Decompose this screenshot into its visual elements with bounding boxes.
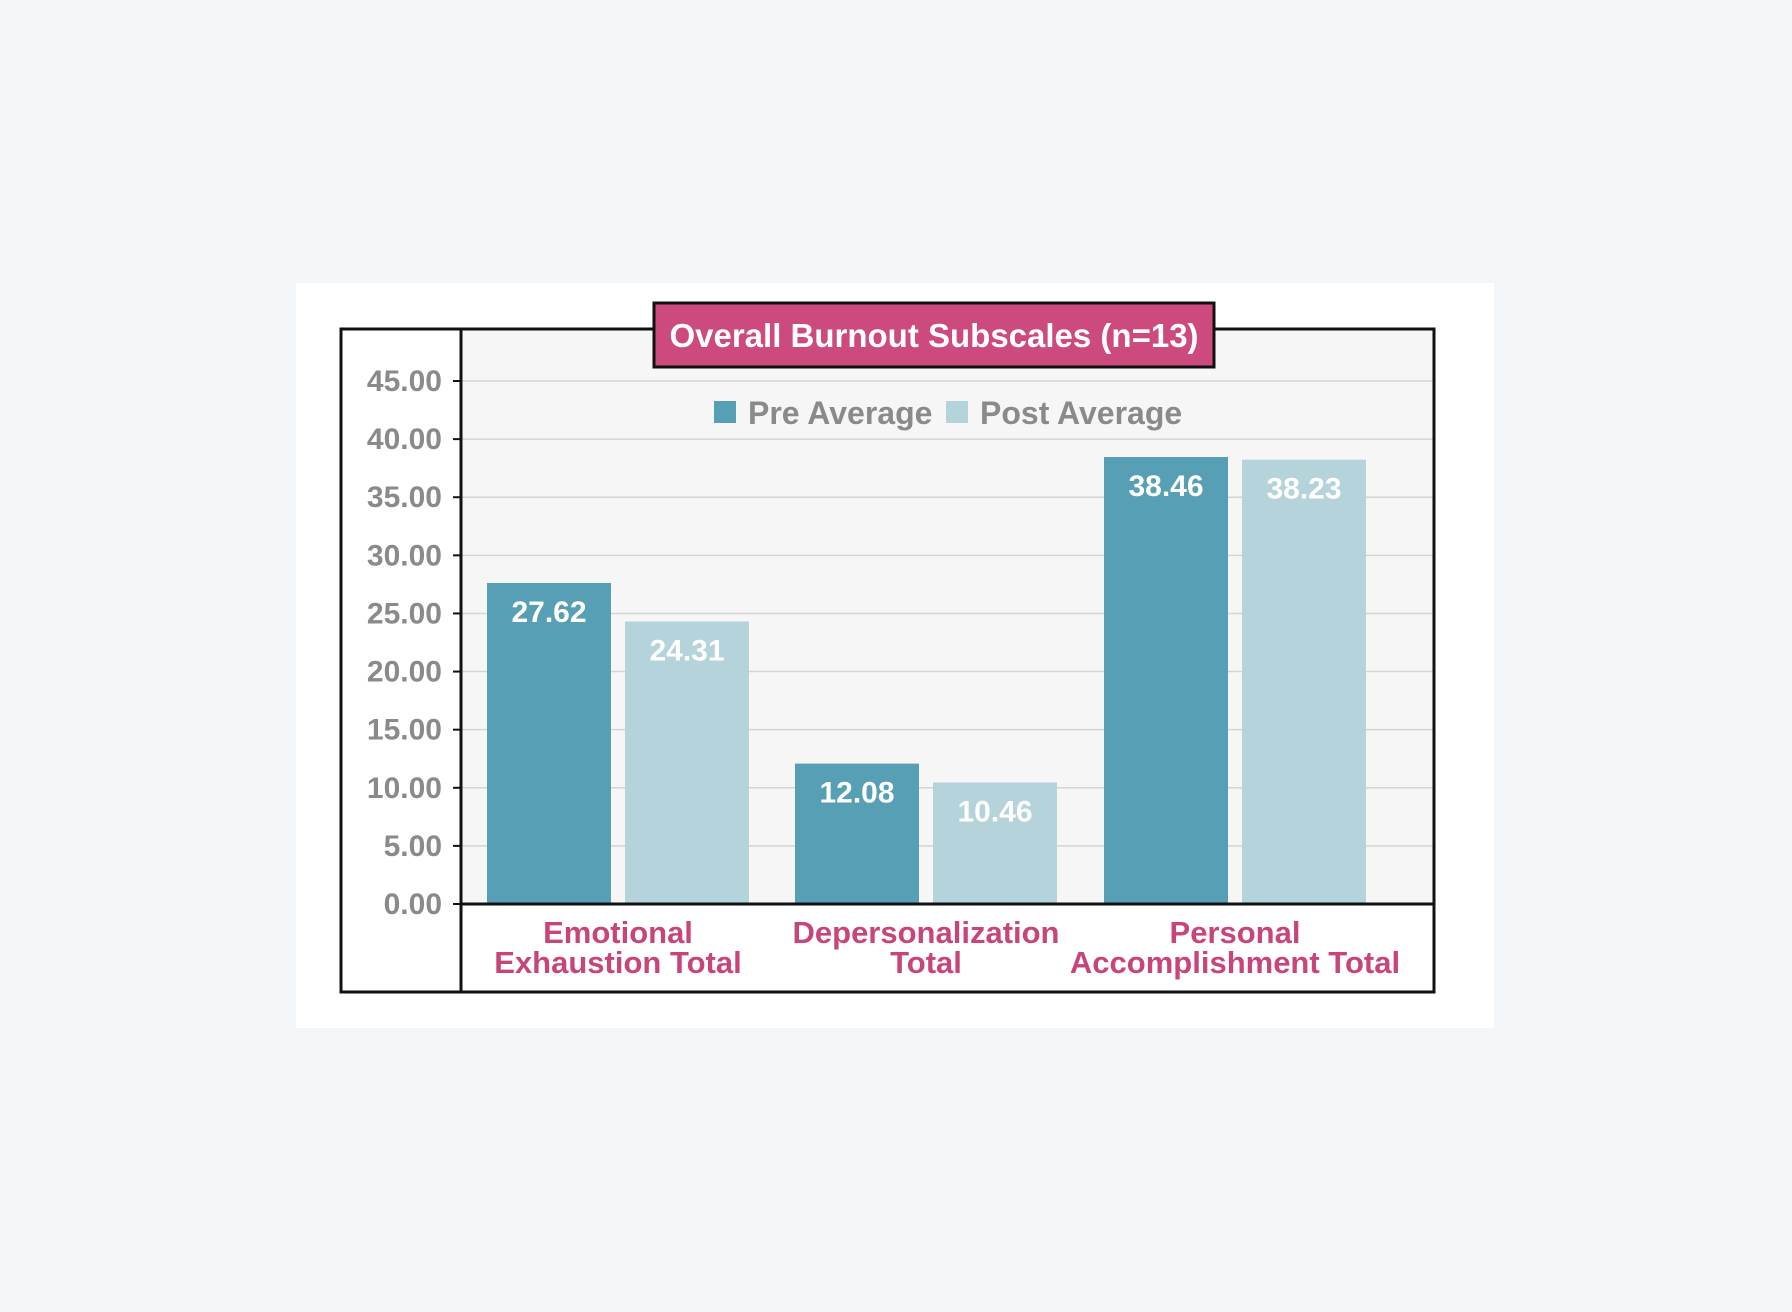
y-tick-label: 20.00 xyxy=(367,656,442,689)
data-label: 27.62 xyxy=(511,596,586,629)
x-category-label: Personal Accomplishment Total xyxy=(1070,915,1400,980)
bar-post xyxy=(625,621,749,904)
legend-label: Pre Average xyxy=(748,395,932,431)
data-label: 12.08 xyxy=(819,777,894,810)
data-label: 38.23 xyxy=(1266,473,1341,506)
y-tick-label: 5.00 xyxy=(384,830,442,863)
legend-label: Post Average xyxy=(980,395,1182,431)
y-tick-label: 30.00 xyxy=(367,539,442,572)
y-tick-label: 15.00 xyxy=(367,714,442,747)
bar-pre xyxy=(487,582,611,904)
y-tick-label: 10.00 xyxy=(367,772,442,805)
chart-card: 0.00 5.00 10.00 15.00 20.00 25.00 30.00 35.00 40… xyxy=(296,283,1494,1028)
y-tick-label: 25.00 xyxy=(367,597,442,630)
y-tick-label: 35.00 xyxy=(367,481,442,514)
x-category-label: Emotional Exhaustion Total xyxy=(494,915,741,980)
bar-pre xyxy=(795,763,919,904)
data-label: 24.31 xyxy=(649,634,724,667)
bar-post xyxy=(1242,459,1366,904)
y-tick-label: 0.00 xyxy=(384,888,442,921)
legend-swatch-pre xyxy=(714,401,736,423)
legend-swatch-post xyxy=(946,401,968,423)
y-tick-label: 40.00 xyxy=(367,423,442,456)
data-label: 10.46 xyxy=(957,795,1032,828)
y-tick-label: 45.00 xyxy=(367,365,442,398)
title-box xyxy=(652,301,1216,369)
chart-title: Overall Burnout Subscales (n=13) xyxy=(669,317,1198,354)
x-category-label: Depersonalization Total xyxy=(793,915,1060,980)
bar-post xyxy=(933,782,1057,904)
bar-chart: 0.00 5.00 10.00 15.00 20.00 25.00 30.00 35.00 40… xyxy=(339,301,1436,994)
data-label: 38.46 xyxy=(1128,470,1203,503)
bar-pre xyxy=(1104,457,1228,904)
